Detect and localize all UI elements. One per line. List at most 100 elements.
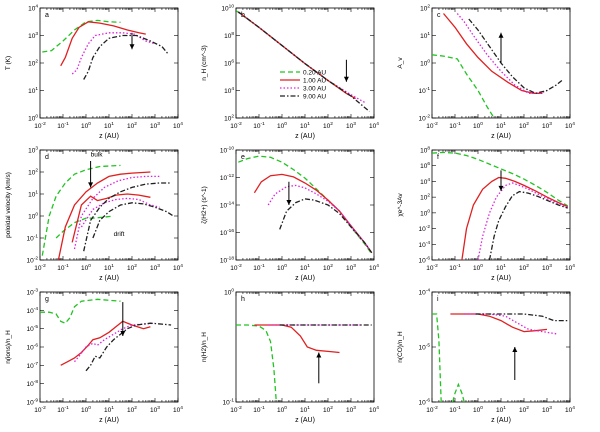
- y-tick-label: 10-14: [220, 201, 234, 210]
- y-axis-label: A_v: [397, 57, 404, 69]
- series-group: [238, 155, 373, 255]
- x-tick-label: 10-2: [230, 263, 242, 272]
- series-line-1-00-au: [60, 320, 151, 366]
- x-tick-label: 104: [173, 405, 183, 414]
- y-tick-label: 103: [28, 146, 38, 155]
- x-tick-label: 100: [277, 121, 287, 130]
- y-tick-label: 108: [224, 31, 234, 40]
- y-tick-label: 1010: [221, 4, 234, 13]
- series-line-1-00-au: [71, 193, 151, 243]
- x-tick-label: 102: [323, 405, 333, 414]
- x-tick-label: 104: [369, 405, 379, 414]
- series-group: [432, 313, 568, 402]
- y-tick-label: 10-10: [220, 146, 234, 155]
- series-line-0-20-au: [41, 164, 121, 256]
- series-line-3-00-au: [267, 184, 373, 254]
- legend-label: 9.00 AU: [303, 94, 326, 101]
- trend-arrow-head: [316, 352, 322, 358]
- series-line-1-00-au: [60, 21, 146, 67]
- plot-frame: [39, 149, 179, 261]
- y-tick-label: 106: [224, 59, 234, 68]
- y-tick-label: 101: [28, 190, 38, 199]
- x-tick-label: 103: [346, 263, 356, 272]
- series-line-3-00-au: [464, 313, 557, 335]
- x-tick-label: 103: [150, 263, 160, 272]
- series-group: [236, 10, 370, 112]
- series-line-3-00-au: [71, 32, 156, 75]
- y-tick-label: 102: [28, 59, 38, 68]
- x-tick-label: 102: [519, 405, 529, 414]
- series-line-0-20-au: [55, 215, 114, 239]
- y-tick-label: 101: [420, 31, 430, 40]
- x-tick-label: 10-2: [34, 263, 46, 272]
- trend-arrow-head: [498, 32, 504, 38]
- trend-arrow-head: [343, 76, 349, 82]
- series-line-1-00-au: [461, 176, 568, 260]
- panel-letter: a: [45, 12, 49, 19]
- x-tick-label: 10-2: [34, 121, 46, 130]
- series-line-0-20-au: [236, 324, 277, 402]
- series-line-9-00-au: [83, 34, 170, 80]
- trend-arrow-head: [286, 200, 292, 205]
- x-tick-label: 104: [173, 121, 183, 130]
- x-tick-label: 10-1: [449, 263, 461, 272]
- y-tick-label: 100: [224, 288, 234, 297]
- y-axis-label: n(H2)/n_H: [201, 332, 208, 362]
- y-tick-label: 10-5: [27, 324, 39, 333]
- y-axis-label: χe^-3Av: [397, 193, 404, 217]
- y-tick-label: 106: [420, 161, 430, 170]
- x-axis-label: z (AU): [491, 275, 511, 282]
- y-tick-label: 10-2: [27, 256, 39, 265]
- trend-arrow-head: [129, 44, 135, 50]
- x-tick-label: 104: [565, 405, 575, 414]
- x-tick-label: 103: [542, 263, 552, 272]
- series-line-9-00-au: [237, 11, 370, 112]
- y-tick-label: 10-6: [419, 398, 431, 407]
- x-tick-label: 104: [369, 263, 379, 272]
- y-tick-label: 102: [420, 4, 430, 13]
- y-tick-label: 10-2: [419, 224, 431, 233]
- x-axis-label: z (AU): [295, 275, 315, 282]
- x-tick-label: 10-1: [253, 405, 265, 414]
- series-line-9-00-au: [83, 182, 172, 252]
- x-axis-label: z (AU): [99, 275, 119, 282]
- series-line-1-00-au: [450, 313, 548, 333]
- x-tick-label: 100: [81, 121, 91, 130]
- trend-arrow-head: [120, 331, 126, 336]
- x-axis-label: z (AU): [99, 417, 119, 424]
- y-tick-label: 102: [224, 114, 234, 123]
- x-tick-label: 10-2: [426, 263, 438, 272]
- x-tick-label: 102: [127, 263, 137, 272]
- plot-frame: [431, 291, 571, 403]
- y-tick-label: 100: [420, 59, 430, 68]
- x-axis-label: z (AU): [295, 417, 315, 424]
- legend-label: 3.00 AU: [303, 86, 326, 93]
- plot-frame: [235, 149, 375, 261]
- y-axis-label: n_H (cm^-3): [201, 45, 208, 81]
- x-tick-label: 101: [300, 405, 310, 414]
- panel-i: 10-2 10-1 100 101 102 103 104 10-6 10-5 10-4 i z (A…: [397, 288, 575, 425]
- y-tick-label: 10-12: [220, 173, 234, 182]
- y-tick-label: 10-8: [27, 379, 39, 388]
- series-line-3-00-au: [73, 175, 160, 250]
- panel-e: 10-2 10-1 100 101 102 103 104 10-18 10-16 10-14 10…: [201, 146, 379, 283]
- plot-frame: [431, 149, 571, 261]
- y-tick-label: 10-16: [220, 228, 234, 237]
- annotation-label: drift: [114, 231, 125, 238]
- series-group: [432, 151, 569, 260]
- y-tick-label: 10-2: [419, 114, 431, 123]
- series-line-9-00-au: [279, 198, 373, 254]
- y-tick-label: 100: [420, 208, 430, 217]
- y-tick-label: 10-1: [27, 234, 39, 243]
- x-tick-label: 103: [542, 405, 552, 414]
- series-line-0-20-au: [432, 54, 495, 118]
- x-tick-label: 101: [300, 121, 310, 130]
- y-tick-label: 10-6: [419, 256, 431, 265]
- y-tick-label: 104: [420, 177, 430, 186]
- panel-c: 10-2 10-1 100 101 102 103 104 10-2 10-1 100 101 102…: [397, 4, 575, 141]
- x-tick-label: 100: [277, 263, 287, 272]
- x-tick-label: 101: [496, 263, 506, 272]
- y-tick-label: 10-4: [419, 288, 431, 297]
- y-tick-label: 100: [28, 212, 38, 221]
- x-axis-label: z (AU): [491, 133, 511, 140]
